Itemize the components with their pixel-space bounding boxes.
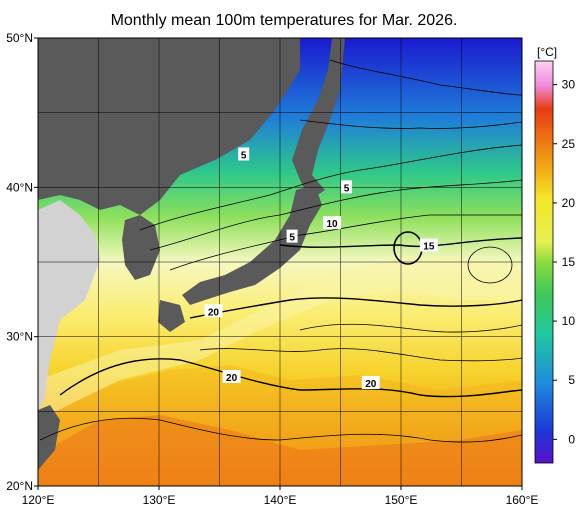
colorbar-tick-label: 30 <box>562 78 576 92</box>
contour-label-box <box>222 369 241 383</box>
honshu-land <box>182 185 322 305</box>
taiwan-land <box>38 405 60 470</box>
korea-land <box>122 215 160 280</box>
graticule <box>38 38 522 486</box>
lon-tick-label: 150°E <box>385 493 418 507</box>
colorbar-tick-label: 5 <box>568 373 575 387</box>
colorbar-tick-label: 0 <box>568 432 575 446</box>
warm-tongue <box>38 255 522 420</box>
lon-tick-label: 130°E <box>143 493 176 507</box>
contour-labels: 5 5 10 5 15 20 20 20 <box>204 147 438 390</box>
kyushu-land <box>158 300 185 332</box>
lat-tick-label: 50°N <box>6 31 33 45</box>
colorbar-tick-label: 10 <box>562 314 576 328</box>
map-panel: 5 5 10 5 15 20 20 20 <box>38 38 522 486</box>
lat-tick-label: 20°N <box>6 479 33 493</box>
contour-label: 20 <box>226 373 238 384</box>
lat-tick-label: 30°N <box>6 330 33 344</box>
contour-label-box <box>341 180 353 194</box>
lon-tick-label: 160°E <box>506 493 539 507</box>
colorbar-ticks: 30 25 20 15 10 5 0 <box>553 78 576 446</box>
contour-label-box <box>238 147 250 161</box>
contour-label-box <box>361 375 380 389</box>
colorbar: [°C] 30 25 20 15 10 5 0 <box>534 45 576 464</box>
axis-ticks: 120°E 130°E 140°E 150°E 160°E 50°N 40°N 30°N 20°… <box>6 31 538 507</box>
contour-label: 5 <box>289 233 295 244</box>
continent-land <box>38 38 300 215</box>
colorbar-tick-label: 20 <box>562 196 576 210</box>
colorbar-scale <box>534 60 554 464</box>
colorbar-tick-label: 25 <box>562 137 576 151</box>
sakhalin-hokkaido-land <box>292 38 345 200</box>
contour-label-box <box>204 304 223 318</box>
contour-label: 5 <box>241 150 247 161</box>
contour-label: 20 <box>365 379 377 390</box>
lat-tick-label: 40°N <box>6 180 33 194</box>
isotherm-lines <box>39 59 522 443</box>
contour-label: 5 <box>344 183 350 194</box>
china-coast-land <box>38 200 100 410</box>
lon-tick-label: 120°E <box>22 493 55 507</box>
lon-tick-label: 140°E <box>264 493 297 507</box>
colorbar-unit: [°C] <box>537 45 557 59</box>
colorbar-tick-label: 15 <box>562 255 576 269</box>
contour-label: 10 <box>326 219 338 230</box>
contour-label: 15 <box>423 242 435 253</box>
contour-label-box <box>419 238 438 252</box>
contour-label: 20 <box>208 307 220 318</box>
contour-label-box <box>323 216 342 230</box>
map-title: Monthly mean 100m temperatures for Mar. … <box>110 12 458 29</box>
contour-label-box <box>286 229 298 243</box>
